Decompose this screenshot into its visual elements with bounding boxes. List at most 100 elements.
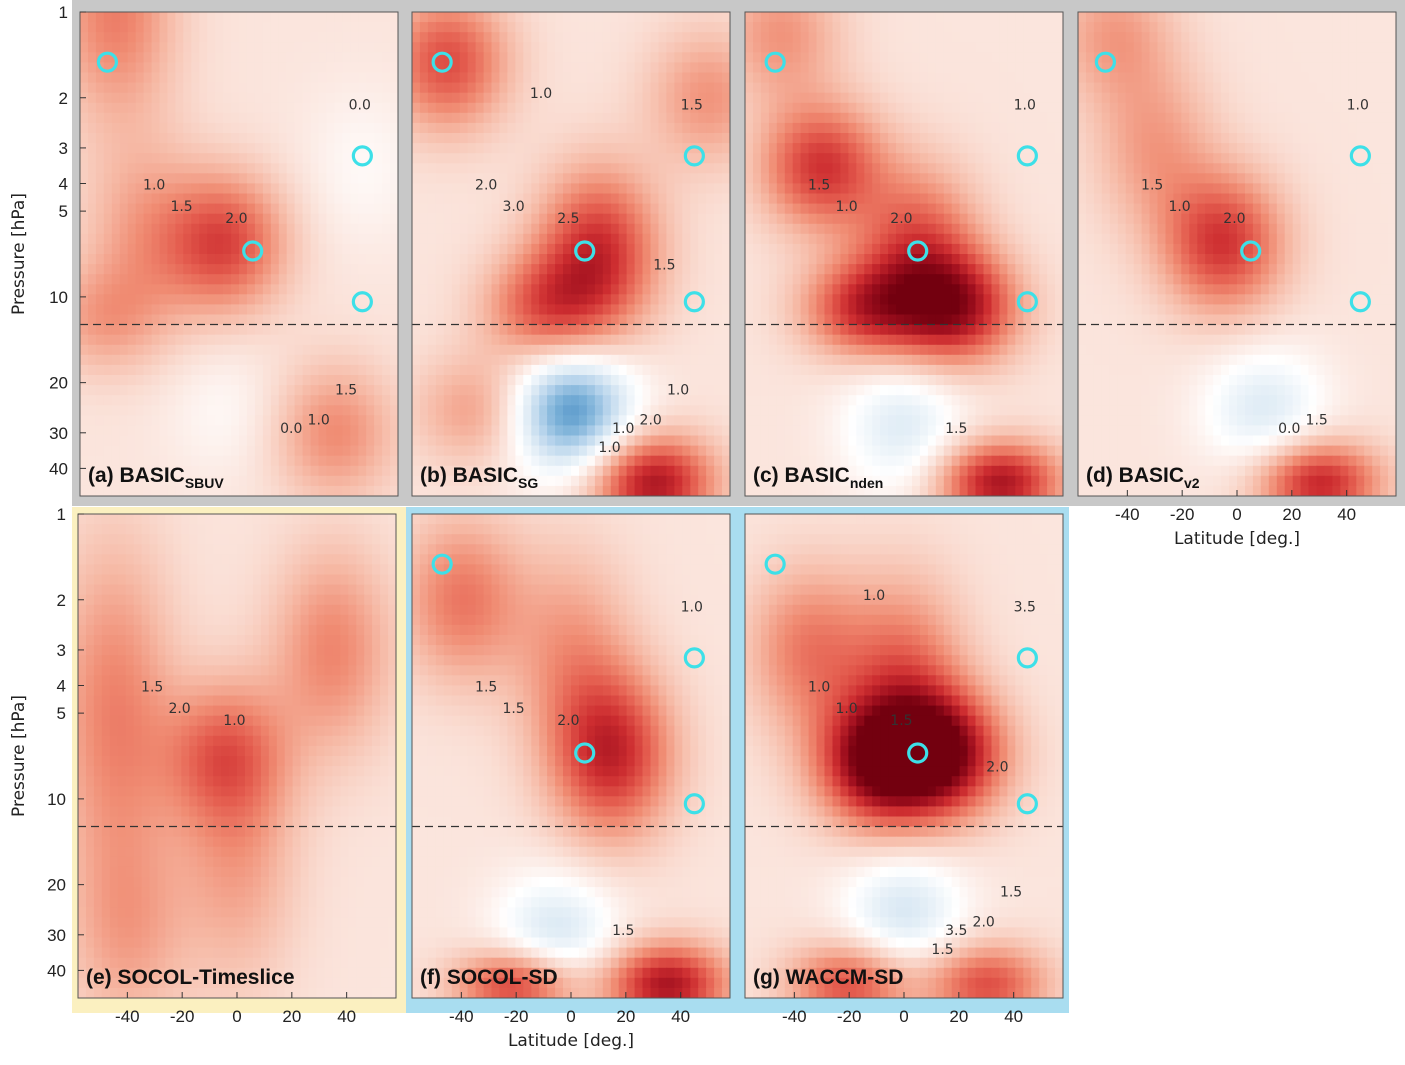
heatmap-cell xyxy=(888,12,897,23)
heatmap-cell xyxy=(459,52,469,63)
cyan-marker-circle xyxy=(683,145,705,167)
heatmap-cell xyxy=(547,243,556,255)
heatmap-cell xyxy=(412,173,421,184)
heatmap-cell xyxy=(278,475,288,487)
heatmap-cell xyxy=(111,112,121,124)
heatmap-cell xyxy=(302,475,312,487)
heatmap-cell xyxy=(563,32,572,43)
heatmap-cell xyxy=(674,183,683,195)
heatmap-cell xyxy=(483,133,493,144)
heatmap-cell xyxy=(880,163,889,174)
heatmap-cell xyxy=(539,405,548,416)
heatmap-cell xyxy=(419,223,429,235)
heatmap-cell xyxy=(507,203,516,215)
heatmap-cell xyxy=(223,12,232,23)
heatmap-cell xyxy=(151,375,161,386)
heatmap-cell xyxy=(143,264,153,275)
heatmap-cell xyxy=(919,163,929,174)
heatmap-cell xyxy=(784,32,794,43)
heatmap-cell xyxy=(326,22,335,33)
heatmap-cell xyxy=(223,485,232,496)
heatmap-cell xyxy=(975,42,985,53)
heatmap-cell xyxy=(935,264,945,275)
heatmap-cell xyxy=(475,284,485,295)
heatmap-cell xyxy=(358,314,367,326)
heatmap-cell xyxy=(602,203,612,215)
heatmap-cell xyxy=(634,223,644,235)
heatmap-cell xyxy=(286,364,296,376)
heatmap-cell xyxy=(499,62,508,74)
heatmap-cell xyxy=(760,254,770,265)
heatmap-cell xyxy=(824,153,834,164)
heatmap-cell xyxy=(1039,82,1048,94)
heatmap-cell xyxy=(531,203,540,215)
heatmap-cell xyxy=(334,415,343,426)
heatmap-cell xyxy=(88,52,97,63)
heatmap-cell xyxy=(427,385,437,396)
heatmap-cell xyxy=(183,163,192,174)
heatmap-cell xyxy=(119,112,129,124)
heatmap-cell xyxy=(658,112,668,124)
heatmap-cell xyxy=(175,72,184,84)
heatmap-cell xyxy=(358,163,367,174)
heatmap-cell xyxy=(302,213,312,225)
heatmap-cell xyxy=(358,112,367,124)
heatmap-cell xyxy=(880,193,889,205)
heatmap-cell xyxy=(1031,203,1040,215)
heatmap-cell xyxy=(103,294,113,305)
heatmap-cell xyxy=(294,284,304,295)
heatmap-cell xyxy=(366,254,375,265)
heatmap-cell xyxy=(342,485,351,496)
heatmap-cell xyxy=(119,122,129,134)
heatmap-cell xyxy=(642,72,652,84)
heatmap-cell xyxy=(499,233,508,245)
heatmap-cell xyxy=(88,203,97,215)
cyan-marker-circle xyxy=(683,291,705,313)
heatmap-cell xyxy=(207,475,216,487)
heatmap-cell xyxy=(571,304,580,316)
heatmap-cell xyxy=(175,284,184,295)
heatmap-cell xyxy=(427,112,437,124)
heatmap-cell xyxy=(135,133,145,144)
heatmap-cell xyxy=(848,62,857,74)
heatmap-cell xyxy=(270,102,280,114)
heatmap-cell xyxy=(547,223,556,235)
heatmap-cell xyxy=(191,102,200,114)
heatmap-cell xyxy=(207,314,216,326)
heatmap-cell xyxy=(427,415,437,426)
heatmap-cell xyxy=(215,193,224,205)
heatmap-cell xyxy=(127,12,137,23)
heatmap-cell xyxy=(310,254,320,265)
heatmap-cell xyxy=(690,354,699,366)
heatmap-cell xyxy=(467,223,477,235)
heatmap-cell xyxy=(278,254,288,265)
heatmap-cell xyxy=(435,22,445,33)
heatmap-cell xyxy=(80,284,89,295)
heatmap-cell xyxy=(326,314,335,326)
heatmap-cell xyxy=(507,395,516,406)
heatmap-cell xyxy=(943,264,953,275)
heatmap-cell xyxy=(515,213,524,225)
heatmap-cell xyxy=(374,203,383,215)
heatmap-cell xyxy=(159,72,169,84)
heatmap-cell xyxy=(555,92,564,104)
heatmap-cell xyxy=(278,32,288,43)
heatmap-cell xyxy=(467,475,477,487)
heatmap-cell xyxy=(199,102,208,114)
heatmap-cell xyxy=(451,445,461,457)
heatmap-cell xyxy=(682,485,691,496)
heatmap-cell xyxy=(191,92,200,104)
heatmap-cell xyxy=(412,233,421,245)
heatmap-cell xyxy=(571,92,580,104)
heatmap-cell xyxy=(475,435,485,447)
heatmap-cell xyxy=(547,445,556,457)
heatmap-cell xyxy=(650,203,660,215)
heatmap-cell xyxy=(912,112,921,124)
heatmap-cell xyxy=(650,122,660,134)
heatmap-cell xyxy=(912,133,921,144)
heatmap-cell xyxy=(594,233,604,245)
heatmap-cell xyxy=(586,284,596,295)
heatmap-cell xyxy=(143,133,153,144)
heatmap-cell xyxy=(135,112,145,124)
heatmap-cell xyxy=(745,183,754,195)
